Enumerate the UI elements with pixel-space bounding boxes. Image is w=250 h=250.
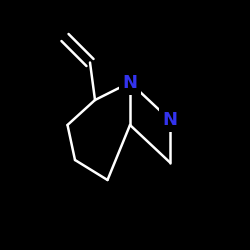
- Text: N: N: [162, 111, 178, 129]
- Text: N: N: [122, 74, 138, 92]
